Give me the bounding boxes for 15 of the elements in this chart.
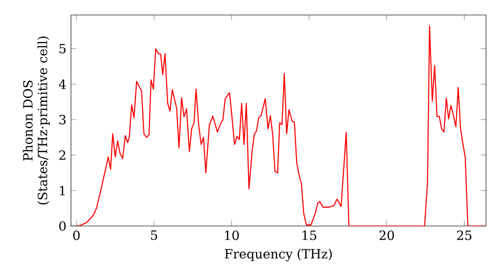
y-tick-label: 0	[59, 221, 66, 231]
x-tick-label: 10	[225, 230, 239, 240]
x-tick-label: 15	[302, 230, 316, 240]
x-tick-label: 20	[380, 230, 394, 240]
y-tick-label: 4	[58, 79, 66, 89]
y-tick-label: 2	[59, 150, 66, 160]
x-tick-label: 25	[457, 230, 472, 240]
y-axis-title: Phonon DOS (States/THz·primitive cell)	[22, 36, 50, 204]
y-tick-label: 3	[59, 114, 66, 124]
y-tick-label: 1	[60, 186, 65, 196]
line-series	[76, 25, 486, 226]
x-tick-label: 0	[73, 230, 80, 240]
x-tick-label: 5	[151, 230, 158, 240]
y-tick-label: 5	[60, 44, 66, 54]
x-axis-title: Frequency (THz)	[224, 248, 332, 262]
